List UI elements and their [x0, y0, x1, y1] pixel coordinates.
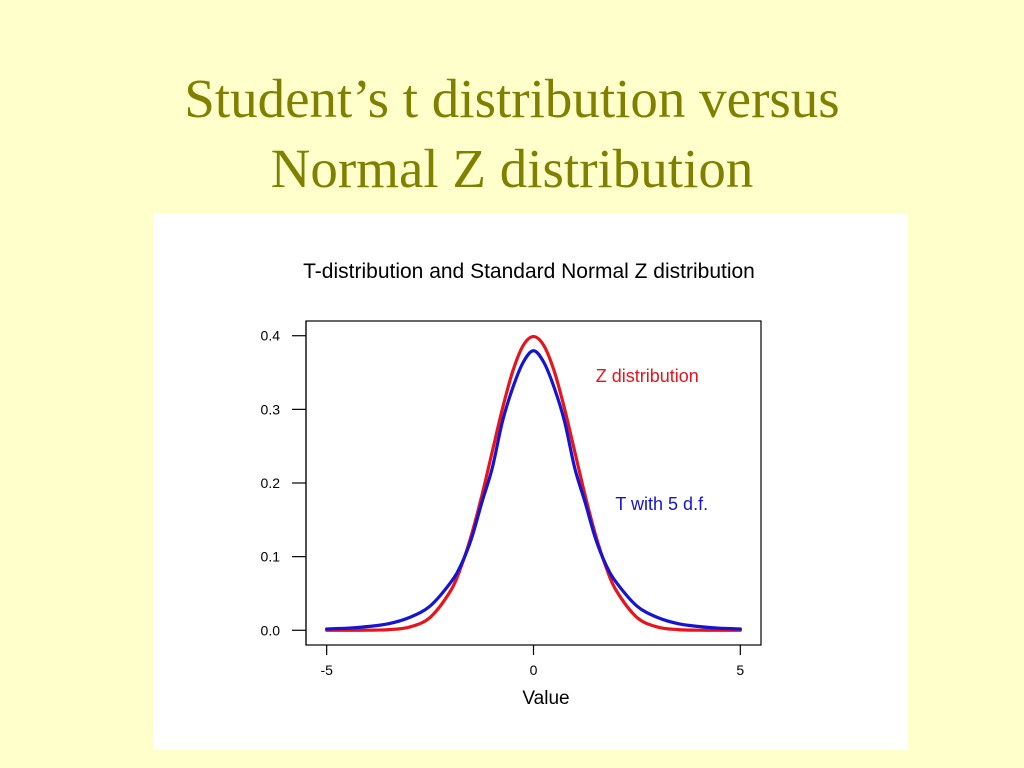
y-tick-label: 0.3 — [261, 401, 281, 417]
series-lines — [325, 334, 742, 632]
y-tick-label: 0.4 — [261, 328, 281, 344]
series-line-z-distribution — [325, 334, 742, 632]
chart-svg: T-distribution and Standard Normal Z dis… — [261, 260, 762, 709]
chart-panel: T-distribution and Standard Normal Z dis… — [153, 213, 908, 750]
y-tick-label: 0.0 — [261, 622, 281, 638]
x-tick-label: 0 — [530, 662, 538, 678]
y-axis-ticks: 0.0 0.1 0.2 0.3 0.4 — [261, 328, 306, 638]
slide-title: Student’s t distribution versus Normal Z… — [0, 64, 1024, 204]
slide-title-line-1: Student’s t distribution versus — [184, 68, 840, 129]
x-axis-label: Value — [522, 688, 569, 709]
x-tick-label: -5 — [320, 662, 333, 678]
y-tick-label: 0.1 — [261, 549, 281, 565]
x-axis-ticks: -5 0 5 — [320, 645, 744, 678]
chart-title: T-distribution and Standard Normal Z dis… — [303, 260, 755, 283]
y-tick-label: 0.2 — [261, 475, 281, 491]
annotations: Z distribution T with 5 d.f. — [596, 366, 708, 514]
series-annotation: Z distribution — [596, 366, 699, 386]
x-tick-label: 5 — [736, 662, 744, 678]
slide-title-line-2: Normal Z distribution — [270, 138, 754, 199]
series-annotation: T with 5 d.f. — [615, 494, 708, 514]
series-line-t-distribution — [325, 349, 742, 631]
